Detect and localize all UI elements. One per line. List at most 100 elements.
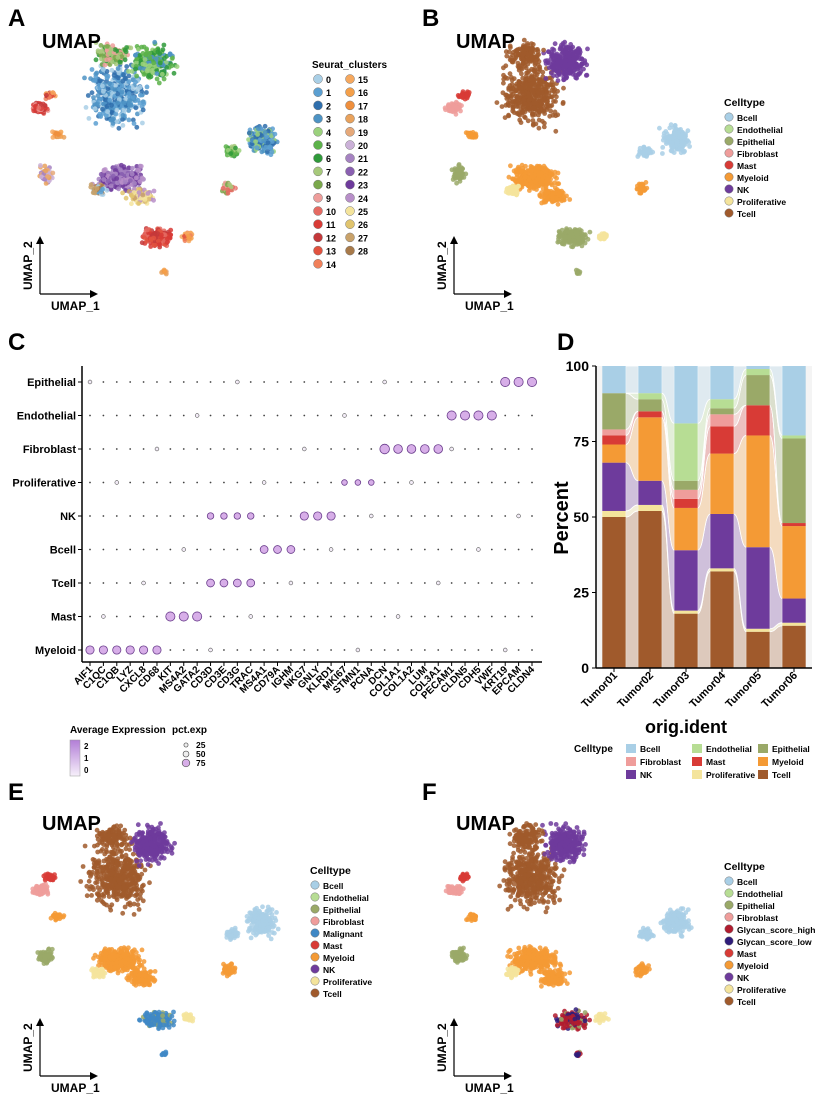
umap-cell-point xyxy=(457,167,463,173)
umap-cell-point xyxy=(553,99,558,104)
umap-cell-point xyxy=(578,62,584,67)
umap-cell-point xyxy=(544,101,550,107)
umap-cell-point xyxy=(521,91,527,97)
umap-cell-point xyxy=(100,880,105,886)
umap-cell-point xyxy=(127,902,133,908)
umap-cell-point xyxy=(94,866,100,872)
legend-swatch xyxy=(345,87,355,97)
umap-cell-point xyxy=(159,834,164,840)
umap-cell-point xyxy=(88,874,93,879)
umap-cell-point xyxy=(530,122,536,128)
umap-cell-point xyxy=(551,47,557,53)
umap-cell-point xyxy=(494,100,500,105)
umap-cell-point xyxy=(101,168,107,174)
umap-cell-point xyxy=(98,872,104,877)
umap-cell-point xyxy=(89,90,95,96)
umap-cell-point xyxy=(169,63,175,69)
umap-cell-point xyxy=(115,54,121,60)
umap-cell-point xyxy=(104,69,110,74)
umap-cell-point xyxy=(139,883,145,889)
umap-cell-point xyxy=(567,240,573,246)
legend-swatch xyxy=(345,206,355,216)
umap-cell-point xyxy=(585,236,591,242)
umap-cell-point xyxy=(111,888,117,894)
umap-cell-point xyxy=(105,86,111,92)
umap-cell-point xyxy=(571,238,577,244)
umap-cell-point xyxy=(566,234,572,240)
umap-cell-point xyxy=(126,85,132,91)
umap-cell-point xyxy=(523,65,529,71)
umap-cell-point xyxy=(159,232,164,238)
umap-cell-point xyxy=(137,65,143,71)
umap-cell-point xyxy=(99,840,105,845)
umap-cell-point xyxy=(104,833,109,839)
umap-cell-point xyxy=(142,62,148,67)
legend-label: 20 xyxy=(358,141,368,151)
umap-cell-point xyxy=(450,177,456,182)
panel-letter-f: F xyxy=(422,779,437,806)
umap-cell-point xyxy=(514,185,520,191)
umap-cell-point xyxy=(453,172,459,178)
umap-cell-point xyxy=(535,48,541,54)
umap-cell-point xyxy=(673,131,678,137)
legend-swatch xyxy=(313,193,323,203)
umap-cell-point xyxy=(46,953,52,959)
umap-cell-point xyxy=(105,73,111,79)
umap-cell-point xyxy=(564,227,570,233)
umap-cell-point xyxy=(141,235,147,241)
umap-cell-point xyxy=(109,102,114,108)
legend-label: 4 xyxy=(326,128,331,138)
umap-cell-point xyxy=(142,867,148,873)
umap-cell-point xyxy=(126,79,132,85)
umap-cell-point xyxy=(542,111,547,116)
umap-cell-point xyxy=(459,171,465,177)
umap-cell-point xyxy=(162,56,167,61)
umap-cell-point xyxy=(236,148,242,153)
umap-cell-point xyxy=(672,123,678,128)
umap-cell-point xyxy=(167,235,173,240)
umap-cell-point xyxy=(138,163,144,169)
umap-cell-point xyxy=(583,73,589,78)
umap-cell-point xyxy=(123,49,129,55)
umap-cell-point xyxy=(89,67,95,72)
umap-cell-point xyxy=(140,888,145,894)
legend-label: 19 xyxy=(358,128,368,138)
umap-cell-point xyxy=(35,950,41,955)
legend-swatch xyxy=(345,140,355,150)
umap-cell-point xyxy=(567,71,573,76)
umap-cell-point xyxy=(50,170,56,176)
umap-cell-point xyxy=(137,100,143,106)
umap-cell-point xyxy=(116,125,122,131)
umap-cell-point xyxy=(114,862,120,868)
umap-cell-point xyxy=(129,201,134,207)
umap-cell-point xyxy=(122,57,128,63)
legend-swatch xyxy=(313,259,323,269)
umap-cell-point xyxy=(129,69,135,74)
umap-cell-point xyxy=(109,67,115,73)
umap-cell-point xyxy=(107,97,113,103)
umap-cell-point xyxy=(43,168,49,174)
umap-cell-point xyxy=(554,175,559,181)
legend-label: 27 xyxy=(358,233,368,243)
umap-cell-point xyxy=(144,90,149,95)
umap-cell-point xyxy=(142,57,148,62)
umap-cell-point xyxy=(42,888,48,894)
umap-cell-point xyxy=(115,66,121,71)
legend-label: 12 xyxy=(326,233,336,243)
umap-cell-point xyxy=(55,132,61,137)
umap-cell-point xyxy=(254,145,260,151)
umap-cell-point xyxy=(46,947,51,952)
umap-cell-point xyxy=(154,76,160,82)
umap-cell-point xyxy=(552,109,558,115)
umap-cell-point xyxy=(119,83,125,89)
umap-cell-point xyxy=(119,836,125,842)
umap-cell-point xyxy=(529,88,535,93)
umap-cell-point xyxy=(43,181,49,186)
legend-label: Bcell xyxy=(737,113,757,123)
umap-cell-point xyxy=(144,84,150,90)
umap-cell-point xyxy=(112,47,118,52)
umap-cell-point xyxy=(161,855,167,861)
legend-label: 21 xyxy=(358,154,368,164)
umap-cell-point xyxy=(555,201,561,207)
umap-cell-point xyxy=(567,197,573,202)
